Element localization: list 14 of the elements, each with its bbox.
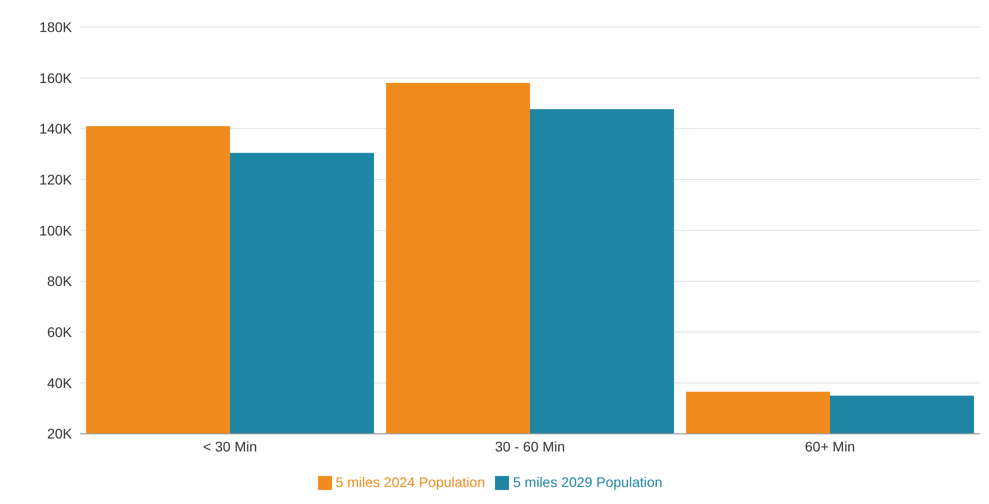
y-tick-label: 20K xyxy=(47,426,73,442)
y-tick-label: 100K xyxy=(39,222,73,238)
y-tick-label: 60K xyxy=(47,324,73,340)
x-tick-label: 60+ Min xyxy=(804,438,856,455)
x-tick-label: < 30 Min xyxy=(202,438,258,455)
y-tick-label: 160K xyxy=(39,70,73,86)
y-tick-label: 140K xyxy=(39,120,73,137)
y-tick-label: 120K xyxy=(39,171,73,188)
x-tick-label: 30 - 60 Min xyxy=(494,438,566,455)
y-tick-label: 80K xyxy=(47,273,73,290)
legend-label: 5 miles 2029 Population xyxy=(513,474,662,490)
y-tick-label: 40K xyxy=(47,374,73,391)
legend-label: 5 miles 2024 Population xyxy=(336,474,485,490)
y-tick-label: 180K xyxy=(39,18,73,35)
